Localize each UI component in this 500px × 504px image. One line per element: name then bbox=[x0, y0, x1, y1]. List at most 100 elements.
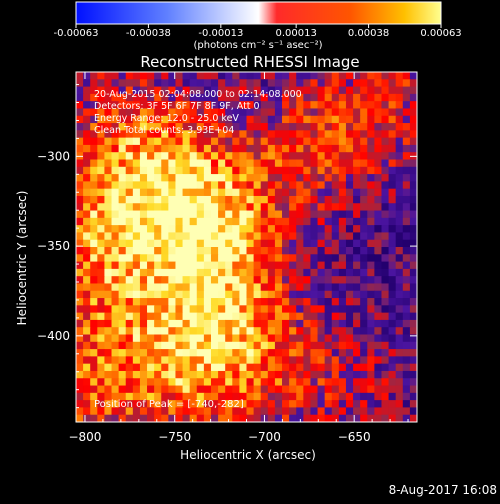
heatmap-cell bbox=[345, 166, 354, 175]
heatmap-cell bbox=[260, 327, 269, 335]
heatmap-cell bbox=[338, 93, 347, 102]
heatmap-cell bbox=[239, 108, 247, 117]
heatmap-cell bbox=[118, 159, 127, 168]
heatmap-cell bbox=[296, 232, 304, 241]
heatmap-cell bbox=[118, 305, 127, 314]
heatmap-cell bbox=[90, 378, 98, 387]
heatmap-cell bbox=[132, 247, 141, 255]
heatmap-cell bbox=[97, 334, 105, 343]
heatmap-cell bbox=[104, 312, 113, 321]
heatmap-cell bbox=[218, 276, 226, 284]
heatmap-cell bbox=[381, 93, 390, 102]
heatmap-cell bbox=[324, 86, 333, 95]
heatmap-cell bbox=[388, 108, 397, 117]
heatmap-cell bbox=[218, 290, 226, 299]
heatmap-cell bbox=[132, 268, 141, 277]
heatmap-cell bbox=[182, 203, 191, 212]
heatmap-cell bbox=[282, 174, 290, 182]
heatmap-cell bbox=[296, 305, 304, 314]
heatmap-cell bbox=[90, 254, 98, 263]
heatmap-cell bbox=[189, 115, 198, 124]
heatmap-cell bbox=[381, 195, 390, 204]
heatmap-cell bbox=[246, 159, 255, 168]
heatmap-cell bbox=[111, 166, 120, 175]
heatmap-cell bbox=[267, 174, 276, 182]
heatmap-cell bbox=[161, 123, 169, 131]
heatmap-cell bbox=[97, 327, 105, 335]
heatmap-cell bbox=[111, 86, 120, 95]
heatmap-cell bbox=[303, 203, 311, 212]
heatmap-cell bbox=[111, 254, 120, 263]
heatmap-cell bbox=[338, 363, 347, 372]
heatmap-cell bbox=[239, 166, 247, 175]
heatmap-cell bbox=[338, 137, 347, 146]
heatmap-cell bbox=[274, 217, 283, 226]
heatmap-cell bbox=[182, 72, 191, 80]
heatmap-cell bbox=[118, 123, 127, 131]
heatmap-cell bbox=[367, 400, 375, 408]
heatmap-cell bbox=[381, 166, 390, 175]
heatmap-cell bbox=[267, 86, 276, 95]
heatmap-cell bbox=[154, 188, 162, 197]
heatmap-cell bbox=[97, 247, 105, 255]
heatmap-cell bbox=[353, 130, 361, 139]
heatmap-cell bbox=[210, 378, 219, 387]
heatmap-cell bbox=[154, 363, 162, 372]
heatmap-cell bbox=[225, 232, 233, 241]
heatmap-cell bbox=[395, 319, 404, 328]
annotation-line: Energy Range: 12.0 - 25.0 keV bbox=[94, 113, 239, 124]
heatmap-cell bbox=[296, 392, 304, 401]
heatmap-cell bbox=[353, 203, 361, 212]
heatmap-cell bbox=[388, 174, 397, 182]
heatmap-cell bbox=[260, 166, 269, 175]
colorbar-tick-label: -0.00013 bbox=[198, 28, 243, 39]
heatmap-cell bbox=[154, 407, 162, 416]
heatmap-cell bbox=[395, 400, 404, 408]
heatmap-cell bbox=[225, 319, 233, 328]
heatmap-cell bbox=[97, 349, 105, 357]
heatmap-cell bbox=[374, 319, 382, 328]
heatmap-cell bbox=[388, 159, 397, 168]
heatmap-cell bbox=[203, 181, 212, 190]
heatmap-cell bbox=[239, 232, 247, 241]
heatmap-cell bbox=[210, 181, 219, 190]
heatmap-cell bbox=[374, 385, 382, 394]
heatmap-cell bbox=[161, 341, 169, 350]
heatmap-cell bbox=[118, 254, 127, 263]
heatmap-cell bbox=[139, 268, 148, 277]
heatmap-cell bbox=[104, 261, 113, 270]
heatmap-cell bbox=[353, 327, 361, 335]
heatmap-cell bbox=[246, 407, 255, 416]
heatmap-cell bbox=[175, 203, 184, 212]
heatmap-cell bbox=[218, 356, 226, 365]
heatmap-cell bbox=[239, 137, 247, 146]
heatmap-cell bbox=[367, 247, 375, 255]
heatmap-cell bbox=[189, 72, 198, 80]
heatmap-cell bbox=[161, 174, 169, 182]
heatmap-cell bbox=[246, 327, 255, 335]
heatmap-cell bbox=[331, 378, 340, 387]
heatmap-cell bbox=[360, 385, 368, 394]
heatmap-cell bbox=[274, 305, 283, 314]
heatmap-cell bbox=[168, 203, 176, 212]
heatmap-cell bbox=[232, 115, 240, 124]
heatmap-cell bbox=[289, 283, 297, 292]
heatmap-cell bbox=[353, 232, 361, 241]
heatmap-cell bbox=[409, 283, 417, 292]
heatmap-cell bbox=[409, 217, 417, 226]
heatmap-cell bbox=[76, 298, 84, 306]
annotation-line: 20-Aug-2015 02:04:08.000 to 02:14:08.000 bbox=[94, 89, 302, 100]
heatmap-cell bbox=[225, 225, 233, 233]
heatmap-cell bbox=[210, 312, 219, 321]
heatmap-cell bbox=[196, 225, 205, 233]
heatmap-cell bbox=[132, 341, 141, 350]
heatmap-cell bbox=[402, 217, 411, 226]
heatmap-cell bbox=[161, 72, 169, 80]
heatmap-cell bbox=[161, 290, 169, 299]
heatmap-cell bbox=[218, 378, 226, 387]
heatmap-cell bbox=[317, 385, 326, 394]
heatmap-cell bbox=[97, 72, 105, 80]
heatmap-cell bbox=[161, 247, 169, 255]
heatmap-cell bbox=[189, 166, 198, 175]
heatmap-cell bbox=[168, 276, 176, 284]
